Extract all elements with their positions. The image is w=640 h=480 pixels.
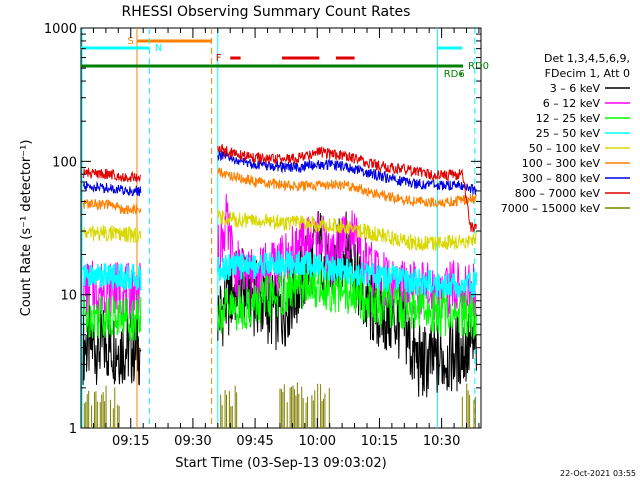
- series-line-7-seg-1: [83, 181, 142, 197]
- series-line-5-seg-2: [217, 209, 477, 252]
- x-tick-label-0945: 09:45: [236, 434, 273, 449]
- rd6-label: RD6: [444, 69, 465, 80]
- legend-label-5: 50 – 100 keV: [529, 142, 601, 155]
- y-axis-label: Count Rate (s⁻¹ detector⁻¹): [19, 140, 34, 317]
- legend-label-8: 800 – 7000 keV: [515, 187, 601, 200]
- rd0-label: RD0: [468, 61, 489, 72]
- x-tick-label-1030: 10:30: [423, 434, 460, 449]
- flare-label: F: [216, 53, 222, 64]
- night-label: N: [155, 43, 162, 54]
- series-line-4-seg-2: [217, 250, 478, 299]
- legend-header-line-2: FDecim 1, Att 0: [545, 67, 630, 80]
- x-tick-label-1000: 10:00: [299, 434, 336, 449]
- series-line-4-seg-1: [82, 261, 142, 291]
- legend-label-1: 3 – 6 keV: [550, 82, 601, 95]
- y-tick-label-10: 10: [60, 289, 77, 304]
- series-line-3-seg-1: [82, 294, 142, 341]
- series-line-8-seg-2: [217, 143, 477, 233]
- x-tick-label-1015: 10:15: [361, 434, 398, 449]
- chart-title: RHESSI Observing Summary Count Rates: [122, 4, 411, 20]
- legend-entries: 3 – 6 keV 6 – 12 keV 12 – 25 keV 25 – 50 ke…: [501, 82, 630, 215]
- series-line-6-seg-1: [82, 198, 142, 215]
- series-line-3-seg-2: [217, 260, 477, 340]
- series-line-6-seg-2: [217, 167, 477, 209]
- x-tick-label-0915: 09:15: [112, 434, 149, 449]
- x-tick-label-0930: 09:30: [174, 434, 211, 449]
- legend-header-line-1: Det 1,3,4,5,6,9,: [544, 52, 630, 65]
- y-tick-label-1: 1: [69, 422, 77, 437]
- series-line-5-seg-1: [82, 225, 142, 244]
- series-layer: [82, 143, 478, 428]
- saa-label: S: [127, 36, 133, 47]
- render-timestamp: 22-Oct-2021 03:55: [560, 469, 636, 478]
- legend-label-2: 6 – 12 keV: [543, 97, 601, 110]
- legend-label-3: 12 – 25 keV: [536, 112, 601, 125]
- legend-label-6: 100 – 300 keV: [522, 157, 601, 170]
- y-tick-label-1000: 1000: [44, 22, 77, 37]
- legend-label-7: 300 – 800 keV: [522, 172, 601, 185]
- series-line-1-seg-1: [82, 305, 142, 386]
- x-axis-label: Start Time (03-Sep-13 09:03:02): [175, 456, 386, 471]
- axes-layer: 1 10 100 1000 09:15 09:30 09:45 10:00 10:15 10:30: [44, 22, 481, 449]
- legend-label-4: 25 – 50 keV: [536, 127, 601, 140]
- legend-label-9: 7000 – 15000 keV: [501, 202, 601, 215]
- series-line-8-seg-1: [82, 167, 142, 183]
- y-tick-label-100: 100: [52, 155, 77, 170]
- legend: Det 1,3,4,5,6,9, FDecim 1, Att 0 3 – 6 k…: [501, 52, 630, 215]
